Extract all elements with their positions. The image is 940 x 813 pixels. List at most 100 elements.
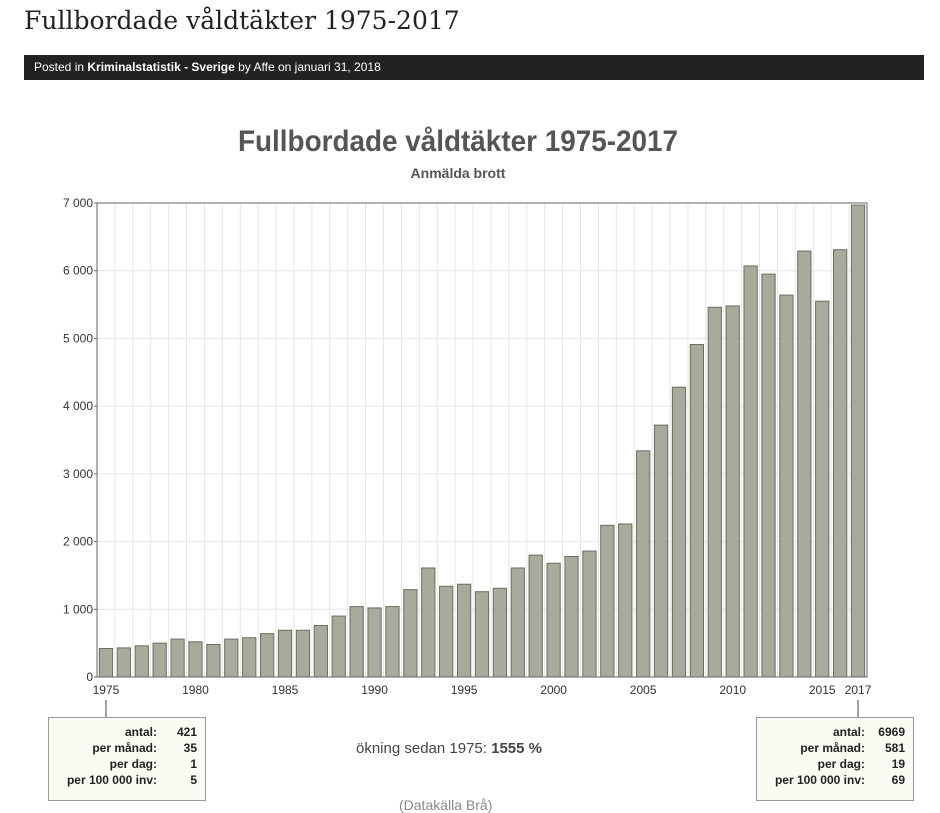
stats-label: antal:: [832, 725, 865, 739]
increase-note: ökning sedan 1975: 1555 %: [356, 740, 542, 757]
x-tick-label: 1995: [451, 683, 478, 697]
bar-2012: [761, 273, 776, 678]
stats-row: antal: 6969: [765, 724, 905, 740]
meta-on: on: [277, 60, 292, 74]
chart-subtitle: Anmälda brott: [411, 165, 506, 181]
bar-1975: [98, 647, 114, 678]
stats-box-2017: antal: 6969 per månad: 581 per dag: 19 per 100…: [756, 717, 914, 801]
bar-2002: [582, 550, 597, 678]
bar-2014: [797, 250, 812, 678]
stats-value: 421: [176, 725, 197, 739]
bar-1996: [474, 591, 490, 678]
plot-frame: [96, 202, 868, 678]
bar-2013: [779, 294, 794, 678]
post-meta-bar: Posted in Kriminalstatistik - Sverige by…: [24, 55, 924, 80]
stats-row: per månad: 35: [57, 740, 197, 756]
data-source: (Datakälla Brå): [399, 797, 493, 813]
stats-value: 5: [190, 773, 197, 787]
bar-2005: [636, 450, 651, 678]
post-date: januari 31, 2018: [294, 60, 381, 74]
x-tick-label: 2000: [540, 683, 567, 697]
x-tick-label: 1975: [93, 683, 120, 697]
y-tick-label: 4 000: [63, 399, 93, 413]
bar-1982: [224, 638, 239, 678]
stats-value: 6969: [878, 725, 905, 739]
bar-2007: [671, 386, 687, 678]
bar-1993: [421, 567, 436, 678]
stats-label: per dag:: [817, 757, 865, 771]
stats-label: antal:: [124, 725, 157, 739]
stats-label: per 100 000 inv:: [66, 773, 157, 787]
bar-1980: [188, 641, 203, 678]
category-link[interactable]: Kriminalstatistik - Sverige: [87, 60, 235, 74]
bar-1984: [259, 633, 275, 678]
post-title: Fullbordade våldtäkter 1975-2017: [24, 6, 460, 35]
stats-label: per 100 000 inv:: [774, 773, 865, 787]
stats-value: 19: [891, 757, 905, 771]
bar-1998: [510, 567, 525, 678]
bar-2000: [546, 562, 561, 678]
bar-1979: [170, 638, 185, 678]
bar-1991: [385, 606, 400, 678]
bar-1987: [313, 625, 328, 678]
bar-1977: [134, 645, 149, 678]
bar-1978: [152, 642, 167, 678]
bar-2008: [689, 344, 705, 678]
bar-1989: [349, 606, 364, 678]
y-tick-label: 6 000: [63, 264, 93, 278]
stats-value: 35: [183, 741, 197, 755]
stats-row: per dag: 19: [765, 756, 905, 772]
stats-label: per dag:: [109, 757, 157, 771]
x-tick-label: 1990: [361, 683, 388, 697]
x-tick-label: 2005: [630, 683, 657, 697]
bar-2017: [850, 204, 866, 678]
meta-prefix: Posted in: [34, 60, 85, 74]
stats-label: per månad:: [800, 741, 865, 755]
increase-label: ökning sedan 1975:: [356, 740, 487, 757]
x-tick-label: 2015: [809, 683, 836, 697]
bar-1983: [242, 637, 257, 678]
bar-1986: [295, 629, 311, 678]
bar-1976: [116, 647, 131, 678]
bar-2001: [564, 555, 579, 678]
bar-1990: [367, 607, 382, 678]
x-tick-label: 2010: [719, 683, 746, 697]
bar-1999: [528, 554, 543, 678]
y-tick-label: 1 000: [63, 602, 93, 616]
bar-1995: [456, 583, 472, 678]
bar-2006: [653, 424, 669, 678]
stats-box-1975: antal: 421 per månad: 35 per dag: 1 per 100 00…: [48, 717, 206, 801]
y-tick-label: 7 000: [63, 196, 93, 210]
author-link[interactable]: Affe: [253, 60, 275, 74]
meta-by: by: [238, 60, 251, 74]
x-tick-label: 1985: [272, 683, 299, 697]
y-tick-label: 0: [86, 670, 93, 684]
bar-2016: [833, 249, 848, 678]
bar-2011: [743, 265, 758, 678]
stats-row: per 100 000 inv: 69: [765, 772, 905, 788]
bar-2003: [600, 524, 615, 678]
stats-value: 1: [190, 757, 197, 771]
bar-2009: [707, 306, 722, 678]
bar-1992: [403, 589, 418, 678]
stats-value: 581: [884, 741, 905, 755]
x-tick-label: 1980: [182, 683, 209, 697]
y-tick-label: 5 000: [63, 331, 93, 345]
bar-1988: [331, 615, 346, 678]
stats-row: per 100 000 inv: 5: [57, 772, 197, 788]
stats-row: per månad: 581: [765, 740, 905, 756]
stats-row: per dag: 1: [57, 756, 197, 772]
bar-1985: [277, 629, 293, 678]
stats-value: 69: [891, 773, 905, 787]
y-tick-label: 3 000: [63, 467, 93, 481]
bar-1981: [206, 643, 221, 678]
stats-label: per månad:: [92, 741, 157, 755]
bar-2004: [618, 523, 633, 678]
x-tick-label: 2017: [845, 683, 872, 697]
chart-title: Fullbordade våldtäkter 1975-2017: [238, 125, 678, 158]
increase-value: 1555 %: [491, 740, 542, 757]
bar-2015: [815, 300, 830, 678]
bar-2010: [725, 305, 740, 678]
bar-1994: [439, 585, 454, 678]
